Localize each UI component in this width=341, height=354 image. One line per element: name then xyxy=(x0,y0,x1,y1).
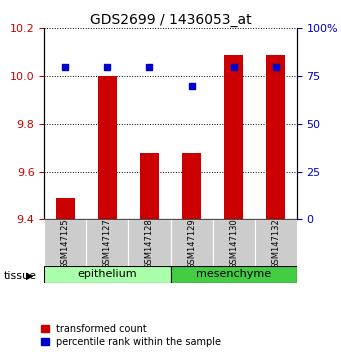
Bar xyxy=(212,219,255,267)
Text: mesenchyme: mesenchyme xyxy=(196,269,271,279)
Point xyxy=(105,64,110,69)
Bar xyxy=(86,219,129,267)
Text: GSM147128: GSM147128 xyxy=(145,218,154,269)
Bar xyxy=(170,266,297,283)
Point xyxy=(273,64,278,69)
Bar xyxy=(255,219,297,267)
Point xyxy=(63,64,68,69)
Text: GSM147132: GSM147132 xyxy=(271,218,280,269)
Bar xyxy=(266,55,285,219)
Text: tissue: tissue xyxy=(3,271,36,281)
Legend: transformed count, percentile rank within the sample: transformed count, percentile rank withi… xyxy=(39,322,223,349)
Title: GDS2699 / 1436053_at: GDS2699 / 1436053_at xyxy=(90,13,251,27)
Text: GSM147125: GSM147125 xyxy=(61,218,70,269)
Bar xyxy=(98,76,117,219)
Point xyxy=(189,83,194,88)
Point xyxy=(147,64,152,69)
Text: GSM147129: GSM147129 xyxy=(187,218,196,269)
Bar xyxy=(140,153,159,219)
Bar xyxy=(129,219,170,267)
Bar xyxy=(182,153,201,219)
Bar xyxy=(56,198,75,219)
Bar xyxy=(224,55,243,219)
Text: ▶: ▶ xyxy=(26,271,33,281)
Bar xyxy=(44,219,86,267)
Bar xyxy=(170,219,212,267)
Text: GSM147130: GSM147130 xyxy=(229,218,238,269)
Bar xyxy=(44,266,170,283)
Text: epithelium: epithelium xyxy=(78,269,137,279)
Text: GSM147127: GSM147127 xyxy=(103,218,112,269)
Point xyxy=(231,64,236,69)
